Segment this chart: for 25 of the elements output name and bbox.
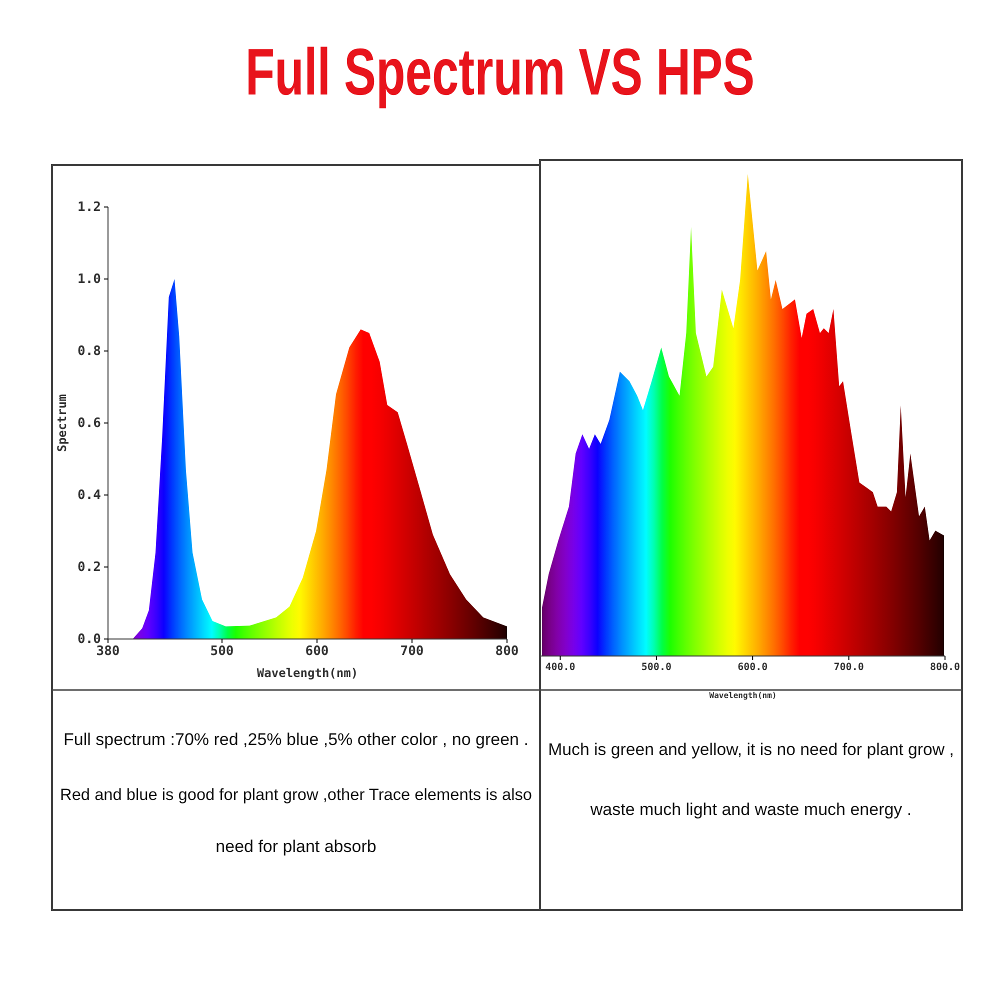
text: Much is green and yellow, it is no need for plant grow , [548,740,954,759]
y-tick-label: 1.2 [78,200,101,216]
x-tick-label: 600 [305,644,329,660]
text: waste much light and waste much energy . [589,800,912,819]
y-axis-title: Spectrum [55,394,69,452]
x-tick-label: 500 [210,644,234,660]
chart-title: Full Spectrum VS HPS [245,36,755,110]
x-tick-label: 800 [495,644,519,660]
text: Red and blue is good for plant grow ,other Trace elements is also [60,786,532,804]
x-tick-label: 380 [96,644,120,660]
y-tick-label: 1.0 [78,272,102,288]
y-tick-label: 0.6 [78,416,102,432]
x-axis-title: Wavelength(nm) [709,691,777,700]
text: Full spectrum :70% red ,25% blue ,5% other color , no green . [64,730,528,749]
x-tick-label: 500.0 [641,662,672,674]
y-tick-label: 0.8 [78,344,102,360]
text: need for plant absorb [216,837,376,856]
x-tick-label: 700.0 [834,662,864,674]
x-tick-label: 700 [400,644,424,660]
y-tick-label: 0.2 [78,560,101,576]
x-axis-title: Wavelength(nm) [256,666,358,680]
y-tick-label: 0.4 [78,488,102,504]
x-tick-label: 600.0 [738,662,768,674]
x-tick-label: 800.0 [930,662,960,674]
x-tick-label: 400.0 [545,662,576,674]
